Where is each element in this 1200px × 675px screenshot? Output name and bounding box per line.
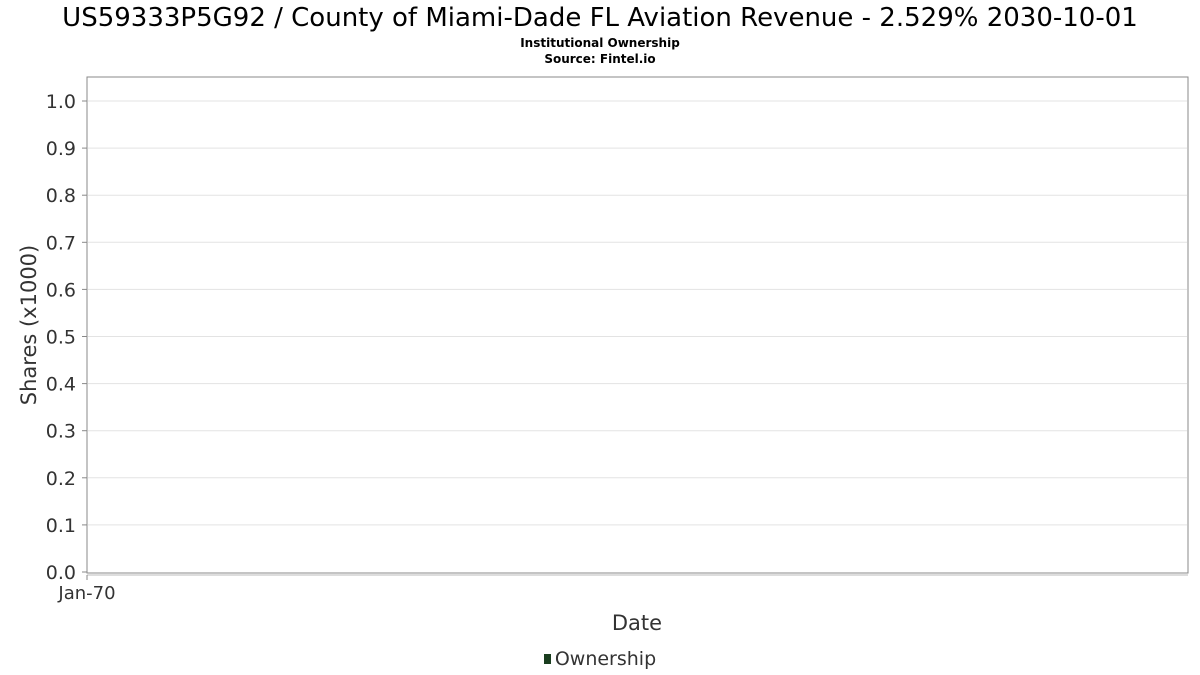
chart-source: Source: Fintel.io [544,52,656,66]
y-axis-ticks: 0.0 0.1 0.2 0.3 0.4 0.5 0.6 0.7 0.8 0.9 1.0 [46,91,87,584]
y-tick-label: 0.4 [46,374,76,396]
x-axis-label: Date [612,611,662,635]
x-tick-label: Jan-70 [57,583,115,604]
y-tick-label: 0.5 [46,327,76,349]
y-tick-label: 0.6 [46,279,76,301]
y-tick-label: 1.0 [46,91,76,113]
y-tick-label: 0.9 [46,138,76,160]
chart-subtitle: Institutional Ownership [520,36,680,50]
y-tick-label: 0.0 [46,562,76,584]
y-tick-label: 0.7 [46,232,76,254]
x-axis-ticks: Jan-70 [57,575,116,604]
y-tick-label: 0.3 [46,421,76,443]
y-tick-label: 0.2 [46,468,76,490]
y-axis-label: Shares (x1000) [17,245,41,405]
plot-frame [86,76,1189,574]
y-tick-label: 0.8 [46,185,76,207]
chart-title: US59333P5G92 / County of Miami-Dade FL A… [62,3,1138,33]
legend-label-ownership: Ownership [554,648,657,670]
legend: Ownership [0,646,1200,672]
legend-swatch-ownership [543,654,551,664]
y-tick-label: 0.1 [46,515,76,537]
gridlines [88,100,1187,526]
